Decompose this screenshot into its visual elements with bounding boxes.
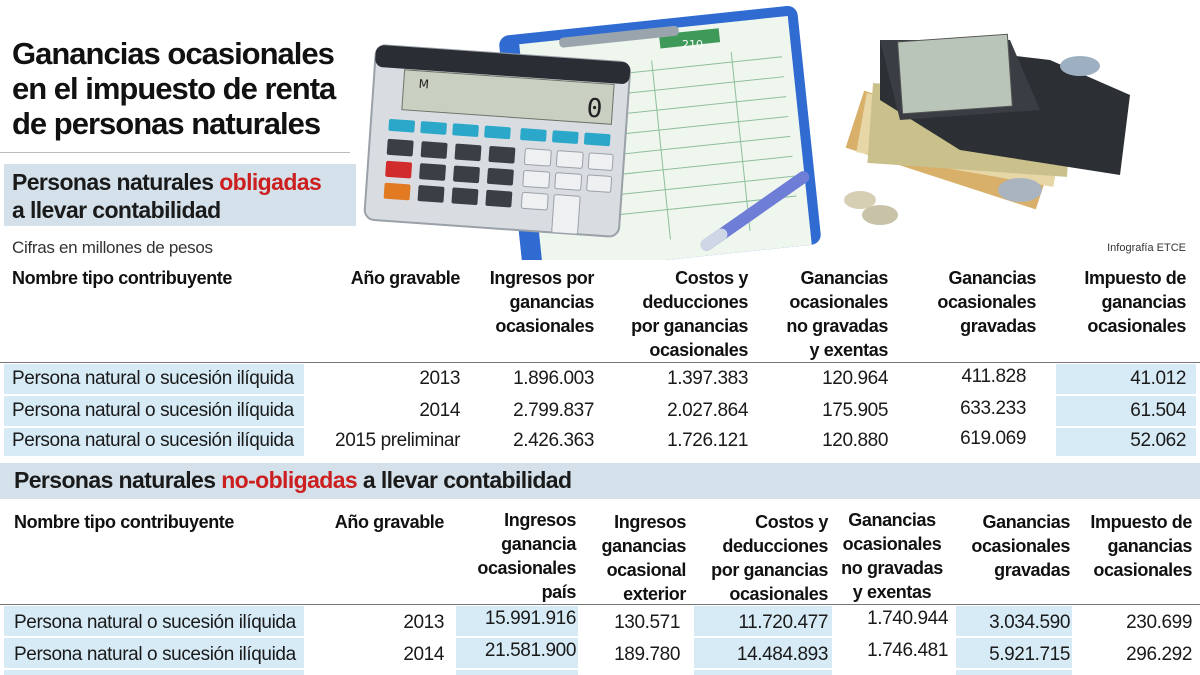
s2-cell-ingresos-pais: 15.991.916 <box>484 608 576 629</box>
section1-title-red: obligadas <box>219 169 322 195</box>
s2-cell-no-gravadas: 1.746.481 <box>867 640 948 661</box>
s1-cell-costos: 1.397.383 <box>667 368 748 389</box>
s1-header-costos: Costos y deducciones por ganancias ocasiona… <box>631 268 748 360</box>
s1-cell-impuesto: 41.012 <box>1130 368 1186 389</box>
s1-cell-gravadas: 633.233 <box>960 398 1026 419</box>
s1-cell-no-gravadas: 120.880 <box>822 430 888 451</box>
s1-header-rule <box>0 362 1200 363</box>
calculator-icon: M 0 <box>363 44 632 238</box>
s2-header-ingresos-pais: Ingresos ganancia ocasionales país <box>477 510 576 602</box>
s2-header-ingresos-exterior: Ingresos ganancias ocasional exterior <box>601 512 687 604</box>
s1-header-tipo: Nombre tipo contribuyente <box>12 268 233 288</box>
table-row: Persona natural o sucesión ilíquida 2013… <box>0 606 1200 636</box>
s2-cell-anio: 2014 <box>403 644 444 665</box>
title-line-3: de personas naturales <box>12 106 321 141</box>
s2-header-gravadas: Ganancias ocasionales gravadas <box>971 512 1070 580</box>
s1-cell-no-gravadas: 175.905 <box>822 400 888 421</box>
s2-cell-costos: 14.484.893 <box>736 644 828 665</box>
table-row: Persona natural o sucesión ilíquida 2014… <box>0 396 1200 426</box>
s1-cell-costos: 1.726.121 <box>667 430 748 451</box>
table-row: Persona natural o sucesión ilíquida 2014… <box>0 638 1200 668</box>
s1-cell-impuesto: 61.504 <box>1130 400 1186 421</box>
s1-impuesto-column-bg <box>1056 364 1196 456</box>
section2-band <box>0 463 1200 499</box>
s2-cell-tipo: Persona natural o sucesión ilíquida <box>14 644 296 665</box>
s2-cell-costos: 11.720.477 <box>738 612 828 633</box>
s1-cell-ingresos: 2.799.837 <box>513 400 594 421</box>
section2-title-post: a llevar contabilidad <box>357 467 572 493</box>
s2-cell-impuesto: 230.699 <box>1126 612 1192 633</box>
s2-cell-ingresos-pais: 21.581.900 <box>484 640 576 661</box>
wallet-icon <box>844 33 1130 225</box>
page-title: Ganancias ocasionales en el impuesto de … <box>12 36 372 141</box>
pen-icon <box>700 171 810 251</box>
s2-costos-column-bg <box>694 606 832 675</box>
s2-cell-impuesto: 296.292 <box>1126 644 1192 665</box>
s2-header-costos: Costos y deducciones por ganancias ocasiona… <box>711 512 828 604</box>
title-line-1: Ganancias ocasionales <box>12 36 335 71</box>
s2-header-no-gravadas: Ganancias ocasionales no gravadas y exentas <box>841 510 943 602</box>
s1-cell-ingresos: 2.426.363 <box>513 430 594 451</box>
s1-tipo-column-bg <box>4 364 304 456</box>
s2-header-impuesto: Impuesto de ganancias ocasionales <box>1090 512 1192 580</box>
s2-cell-anio: 2013 <box>403 612 444 633</box>
s1-cell-anio: 2013 <box>419 368 460 389</box>
s2-cell-ingresos-exterior: 130.571 <box>614 612 680 633</box>
section2-title-pre: Personas naturales <box>14 467 222 493</box>
section2-title-red: no-obligadas <box>221 467 358 493</box>
credit: Infografía ETCE <box>1107 242 1186 254</box>
units-note: Cifras en millones de pesos <box>12 238 213 257</box>
s1-header-impuesto: Impuesto de ganancias ocasionales <box>1084 268 1186 336</box>
table-row: Persona natural o sucesión ilíquida 2015… <box>0 428 1200 456</box>
s1-cell-gravadas: 619.069 <box>960 428 1026 449</box>
section1-band <box>4 164 356 226</box>
table-row: Persona natural o sucesión ilíquida 2013… <box>0 364 1200 394</box>
s1-cell-costos: 2.027.864 <box>667 400 748 421</box>
s1-cell-ingresos: 1.896.003 <box>513 368 594 389</box>
section1-title-pre: Personas naturales <box>12 169 220 195</box>
header-illustration: M 0 <box>363 5 1130 260</box>
s2-ingresos-column-bg <box>456 606 578 675</box>
s2-cell-gravadas: 3.034.590 <box>989 612 1070 633</box>
s2-header-anio: Año gravable <box>334 512 445 532</box>
s2-tipo-column-bg <box>4 606 304 675</box>
section2-title: Personas naturales no-obligadas a llevar… <box>14 467 572 494</box>
s2-gravadas-column-bg <box>956 606 1072 675</box>
s2-cell-ingresos-exterior: 189.780 <box>614 644 680 665</box>
title-line-2: en el impuesto de renta <box>12 71 336 106</box>
s2-header-rule <box>0 604 1200 605</box>
s1-cell-tipo: Persona natural o sucesión ilíquida <box>12 430 294 451</box>
s1-cell-no-gravadas: 120.964 <box>822 368 888 389</box>
s2-cell-gravadas: 5.921.715 <box>989 644 1070 665</box>
title-divider <box>0 152 350 153</box>
s1-cell-impuesto: 52.062 <box>1130 430 1186 451</box>
s1-cell-tipo: Persona natural o sucesión ilíquida <box>12 368 294 389</box>
section1-title-post: a llevar contabilidad <box>12 197 221 223</box>
s1-header-ingresos: Ingresos por ganancias ocasionales <box>489 268 595 336</box>
s2-cell-no-gravadas: 1.740.944 <box>867 608 948 629</box>
s2-header-tipo: Nombre tipo contribuyente <box>14 512 235 532</box>
s1-cell-tipo: Persona natural o sucesión ilíquida <box>12 400 294 421</box>
form-number: 210 <box>682 38 703 51</box>
s2-cell-tipo: Persona natural o sucesión ilíquida <box>14 612 296 633</box>
calculator-mode: M <box>418 77 429 92</box>
section1-title: Personas naturales obligadas a llevar co… <box>12 168 322 224</box>
s1-cell-gravadas: 411.828 <box>961 366 1027 387</box>
s1-cell-anio: 2014 <box>419 400 460 421</box>
s1-header-anio: Año gravable <box>350 268 461 288</box>
s1-cell-anio: 2015 preliminar <box>335 430 460 451</box>
s1-header-gravadas: Ganancias ocasionales gravadas <box>937 268 1036 336</box>
calculator-display: 0 <box>586 94 604 125</box>
s1-header-no-gravadas: Ganancias ocasionales no gravadas y exentas <box>786 268 888 360</box>
